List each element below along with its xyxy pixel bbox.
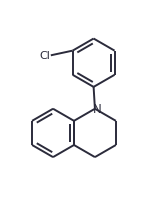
Text: N: N: [93, 103, 102, 116]
Text: Cl: Cl: [39, 51, 50, 61]
